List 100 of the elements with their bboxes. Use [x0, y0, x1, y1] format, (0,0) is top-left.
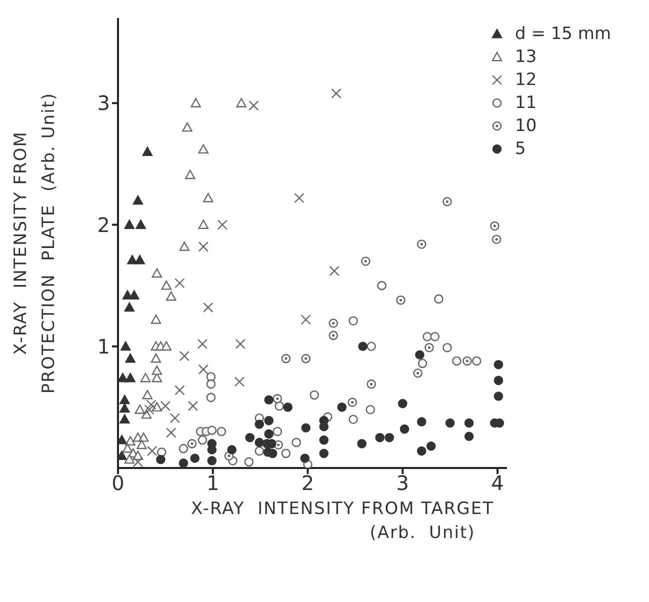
point: [156, 454, 166, 464]
point: [188, 400, 198, 412]
point: [190, 454, 200, 463]
point: [452, 356, 462, 366]
point: [136, 440, 147, 450]
point: [319, 435, 329, 445]
point: [178, 444, 188, 454]
point: [348, 316, 358, 326]
point: [445, 418, 455, 428]
point: [337, 402, 347, 412]
legend-label: 12: [515, 70, 537, 90]
point: [150, 353, 162, 363]
point: [416, 240, 426, 249]
point: [198, 144, 208, 154]
point: [127, 254, 138, 264]
point: [494, 392, 504, 401]
point: [358, 342, 368, 352]
point: [331, 88, 342, 99]
point: [198, 364, 208, 375]
point: [492, 234, 502, 244]
x-tick-label: 2: [301, 471, 314, 496]
point: [150, 314, 162, 324]
point: [206, 392, 216, 402]
point: [152, 402, 162, 412]
point: [179, 242, 190, 251]
point: [132, 195, 144, 205]
point: [124, 454, 134, 464]
point: [141, 409, 152, 419]
point: [310, 390, 320, 400]
point: [281, 354, 291, 364]
point: [203, 302, 214, 313]
point: [254, 446, 264, 456]
point: [301, 423, 311, 433]
point: [118, 450, 127, 460]
point: [120, 341, 131, 351]
point: [203, 192, 214, 202]
y-axis-title: X-RAY INTENSITY FROM PROTECTION PLATE (Arb. Unit): [11, 92, 59, 394]
point: [124, 220, 134, 229]
point: [490, 221, 500, 231]
point: [197, 338, 208, 350]
point: [300, 314, 311, 325]
point: [494, 360, 504, 370]
point: [185, 170, 196, 180]
point: [272, 394, 282, 404]
y-tick-label: 2: [97, 212, 110, 237]
point: [129, 290, 140, 300]
point: [434, 294, 444, 304]
point: [179, 351, 190, 362]
point: [494, 376, 504, 386]
point: [235, 338, 246, 350]
point: [292, 438, 302, 448]
point: [254, 420, 264, 429]
point: [178, 458, 188, 468]
point: [464, 418, 474, 428]
point: [294, 192, 304, 204]
point: [120, 403, 130, 413]
point: [272, 426, 282, 436]
point: [254, 438, 264, 448]
point: [424, 342, 434, 352]
point: [152, 366, 162, 375]
point: [396, 296, 406, 305]
x-tick-label: 3: [396, 471, 409, 496]
point: [198, 435, 208, 445]
point: [442, 197, 452, 206]
point: [142, 146, 153, 156]
y-tick-label: 1: [97, 334, 110, 358]
point: [182, 122, 192, 132]
point: [198, 220, 208, 229]
point: [152, 268, 162, 278]
point: [160, 400, 171, 412]
point: [245, 432, 255, 442]
point: [134, 404, 145, 414]
point: [227, 445, 237, 454]
point: [462, 356, 472, 366]
point: [301, 354, 311, 364]
point: [264, 416, 274, 426]
x-tick-label: 0: [112, 471, 124, 496]
point: [366, 404, 376, 414]
point: [248, 100, 259, 111]
point: [146, 400, 156, 410]
point: [140, 372, 151, 382]
point: [430, 332, 440, 342]
point: [161, 341, 172, 351]
point: [319, 448, 329, 458]
point: [234, 376, 245, 387]
point: [264, 395, 274, 405]
point: [398, 398, 408, 408]
point: [124, 302, 134, 312]
point: [217, 220, 228, 230]
point: [244, 457, 254, 467]
point: [118, 434, 127, 444]
point: [170, 413, 180, 424]
point: [415, 350, 424, 360]
point: [319, 422, 329, 432]
point: [125, 372, 136, 382]
legend-label: 10: [515, 116, 537, 136]
point: [216, 426, 226, 436]
legend-label: 13: [515, 46, 537, 66]
point: [348, 398, 357, 407]
point: [207, 456, 217, 466]
